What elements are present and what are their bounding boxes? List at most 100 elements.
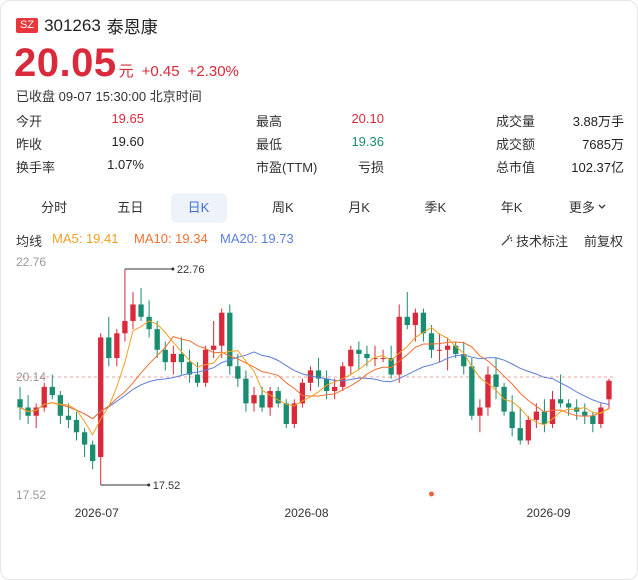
candle-body [291, 403, 297, 424]
candle-body [114, 333, 120, 359]
candle-body [582, 411, 588, 416]
ma-label: 均线 [16, 234, 43, 249]
ma5-value: MA5: 19.41 [52, 231, 119, 246]
ma20-value: MA20: 19.73 [220, 231, 294, 246]
candle-body [162, 349, 168, 363]
stat-value: 19.65 [111, 111, 144, 126]
candle-body [380, 358, 386, 360]
adjust-mode-button[interactable]: 前复权 [584, 234, 624, 249]
stock-name: 泰恩康 [106, 18, 158, 37]
candle-body [170, 353, 176, 363]
candle-body [73, 419, 80, 433]
ma10-value: MA10: 19.34 [134, 231, 208, 246]
tab-label: 月K [348, 200, 370, 215]
stats-grid: 今开 19.65 最高 20.10 成交量 3.88万手 昨收 19.60 最低 19.36 成交额… [16, 111, 626, 180]
candle-body [267, 391, 273, 408]
market-status: 已收盘 09-07 15:30:00 北京时间 [16, 89, 202, 104]
candle-body [388, 358, 394, 375]
tab-five-day[interactable]: 五日 [92, 193, 168, 223]
candle-body [517, 428, 523, 441]
candle-body [469, 366, 475, 416]
candle-body [315, 370, 322, 379]
low-annotation-label: 17.52 [153, 480, 181, 492]
tab-label: 分时 [41, 200, 68, 215]
low-annotation-dot [147, 483, 151, 487]
tab-intraday[interactable]: 分时 [16, 193, 92, 223]
tab-yearly-k[interactable]: 年K [474, 193, 550, 223]
candle-body [509, 411, 515, 429]
technical-marks-toggle[interactable]: 技术标注 [500, 231, 568, 250]
candle-body [332, 386, 338, 392]
candle-body [557, 399, 564, 404]
high-annotation-label: 22.76 [177, 264, 205, 276]
candle-body [275, 391, 281, 404]
y-tick-label: 20.14 [16, 370, 46, 384]
current-price: 20.05 [14, 41, 117, 85]
candle-body [49, 386, 55, 396]
candle-body [364, 353, 370, 359]
kline-chart[interactable]: 22.76 20.14 17.52 22.76 17.52 2026-07 2026-08 2… [1, 251, 637, 531]
candle-body [186, 362, 193, 375]
price-unit: 元 [118, 63, 134, 80]
candle-body [590, 415, 596, 424]
tab-weekly-k[interactable]: 周K [245, 193, 321, 223]
candle-body [307, 370, 314, 383]
stat-label: 总市值 [496, 160, 536, 175]
candle-body [194, 374, 201, 383]
y-tick-label: 17.52 [16, 488, 46, 502]
candle-body [259, 395, 265, 408]
candle-body [138, 304, 144, 317]
stat-label: 今开 [16, 114, 43, 129]
candle-body [549, 399, 556, 424]
candle-body [533, 411, 540, 420]
tab-label: 五日 [117, 200, 144, 215]
tab-daily-k[interactable]: 日K [170, 193, 227, 223]
candle-body [41, 386, 47, 408]
stats-row: 今开 19.65 最高 20.10 成交量 3.88万手 [16, 111, 626, 134]
stat-value: 7685万 [582, 137, 624, 152]
candle-body [154, 329, 160, 350]
candle-body [420, 312, 427, 334]
stat-value: 102.37亿 [571, 160, 624, 175]
stat-value: 19.36 [351, 134, 384, 149]
candle-body [202, 349, 209, 383]
ma20-line [19, 351, 610, 420]
candle-body [210, 345, 217, 350]
candle-body [493, 374, 499, 387]
stock-header: SZ 301263 泰恩康 [16, 13, 158, 38]
candle-body [404, 316, 410, 326]
candle-body [57, 395, 64, 416]
tab-label: 更多 [568, 200, 595, 215]
stat-value: 亏损 [357, 160, 384, 175]
tab-monthly-k[interactable]: 月K [321, 193, 397, 223]
candle-body [251, 395, 257, 404]
stats-row: 昨收 19.60 最低 19.36 成交额 7685万 [16, 134, 626, 157]
candle-body [299, 382, 306, 404]
candle-body [396, 316, 402, 375]
tab-more[interactable]: 更多 [550, 193, 626, 223]
candle-body [436, 349, 443, 351]
candle-body [598, 407, 604, 424]
candle-body [283, 403, 289, 424]
candle-body [606, 380, 612, 400]
candle-body [81, 432, 88, 445]
candle-body [453, 345, 459, 354]
candle-body [65, 415, 72, 420]
stat-value: 3.88万手 [572, 114, 624, 129]
stat-value: 19.60 [111, 134, 144, 149]
candle-body [372, 358, 378, 360]
ma10-line [19, 336, 610, 420]
candle-body [541, 411, 548, 424]
tab-label: 年K [500, 200, 523, 215]
tab-label: 日K [187, 200, 210, 215]
x-tick-label: 2026-07 [75, 506, 119, 520]
candle-body [106, 337, 112, 359]
candle-body [525, 419, 531, 441]
candle-body [17, 399, 23, 408]
stat-label: 昨收 [16, 137, 43, 152]
candle-body [428, 333, 435, 350]
tab-quarterly-k[interactable]: 季K [397, 193, 473, 223]
high-annotation-dot [171, 267, 175, 271]
exchange-badge: SZ [16, 18, 39, 33]
candle-body [485, 374, 491, 408]
